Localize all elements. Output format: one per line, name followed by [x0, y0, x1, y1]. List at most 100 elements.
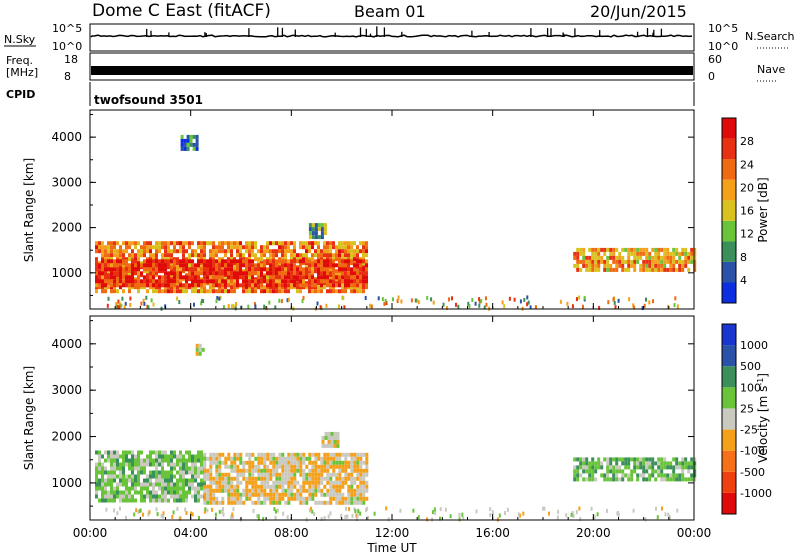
- data-cell: [639, 247, 643, 252]
- data-cell: [104, 267, 107, 272]
- data-cell: [362, 289, 365, 294]
- data-cell: [143, 241, 146, 246]
- data-cell: [317, 263, 320, 268]
- data-cell: [140, 470, 143, 475]
- data-cell: [347, 241, 350, 246]
- data-cell: [230, 464, 234, 469]
- data-cell: [323, 484, 327, 489]
- data-cell: [281, 464, 285, 469]
- data-cell: [636, 465, 640, 470]
- ground-scatter-speckle: [280, 299, 283, 304]
- data-cell: [272, 259, 275, 264]
- data-cell: [149, 253, 152, 258]
- data-cell: [173, 462, 176, 467]
- data-cell: [591, 469, 595, 474]
- data-cell: [645, 247, 649, 252]
- ground-scatter-speckle: [643, 303, 646, 308]
- data-cell: [657, 473, 661, 478]
- data-cell: [320, 283, 323, 288]
- data-cell: [125, 271, 128, 276]
- data-cell: [329, 245, 332, 250]
- data-cell: [311, 223, 315, 228]
- data-cell: [143, 482, 146, 487]
- data-cell: [236, 464, 240, 469]
- data-cell: [248, 476, 252, 481]
- data-cell: [287, 283, 290, 288]
- data-cell: [293, 460, 297, 465]
- data-cell: [224, 472, 228, 477]
- data-cell: [152, 498, 155, 503]
- data-cell: [95, 245, 98, 250]
- data-cell: [101, 263, 104, 268]
- data-cell: [110, 283, 113, 288]
- data-cell: [615, 473, 619, 478]
- ground-scatter-speckle: [138, 508, 141, 513]
- data-cell: [606, 267, 610, 272]
- data-cell: [290, 492, 294, 497]
- data-cell: [203, 275, 206, 280]
- data-cell: [263, 492, 267, 497]
- data-cell: [606, 465, 610, 470]
- data-cell: [314, 283, 317, 288]
- data-cell: [203, 484, 207, 489]
- ground-scatter-speckle: [357, 509, 360, 514]
- cpid-value: twofsound 3501: [94, 93, 203, 107]
- data-cell: [606, 477, 610, 482]
- data-cell: [269, 289, 272, 294]
- data-cell: [263, 496, 267, 501]
- data-cell: [266, 277, 269, 282]
- data-cell: [257, 267, 260, 272]
- data-cell: [164, 253, 167, 258]
- data-cell: [140, 261, 143, 266]
- data-cell: [263, 279, 266, 284]
- data-cell: [317, 456, 321, 461]
- colorbar-segment: [722, 118, 736, 139]
- data-cell: [197, 257, 200, 262]
- data-cell: [95, 271, 98, 276]
- data-cell: [669, 267, 673, 272]
- data-cell: [254, 241, 257, 246]
- data-cell: [359, 464, 363, 469]
- data-cell: [302, 241, 305, 246]
- data-cell: [200, 265, 203, 270]
- data-cell: [212, 289, 215, 294]
- data-cell: [188, 271, 191, 276]
- data-cell: [146, 478, 149, 483]
- data-cell: [194, 289, 197, 294]
- data-cell: [101, 253, 104, 258]
- ground-scatter-speckle: [439, 516, 441, 521]
- data-cell: [356, 488, 360, 493]
- data-cell: [176, 462, 179, 467]
- data-cell: [326, 259, 329, 264]
- data-cell: [323, 271, 326, 276]
- data-cell: [296, 468, 300, 473]
- data-cell: [116, 277, 119, 282]
- data-cell: [311, 289, 314, 294]
- data-cell: [290, 283, 293, 288]
- data-cell: [365, 468, 369, 473]
- data-cell: [185, 458, 188, 463]
- data-cell: [648, 461, 652, 466]
- ground-scatter-speckle: [176, 296, 179, 301]
- data-cell: [678, 477, 682, 482]
- data-cell: [140, 490, 143, 495]
- data-cell: [642, 263, 646, 268]
- data-cell: [362, 253, 365, 258]
- data-cell: [188, 450, 191, 455]
- data-cell: [693, 263, 697, 268]
- data-cell: [290, 460, 294, 465]
- data-cell: [170, 259, 173, 264]
- data-cell: [104, 450, 107, 455]
- data-cell: [320, 488, 324, 493]
- data-cell: [341, 253, 344, 258]
- data-cell: [218, 484, 222, 489]
- data-cell: [125, 245, 128, 250]
- data-cell: [350, 279, 353, 284]
- data-cell: [299, 464, 303, 469]
- data-cell: [218, 460, 222, 465]
- data-cell: [95, 470, 98, 475]
- data-cell: [576, 457, 580, 462]
- data-cell: [639, 251, 643, 256]
- colorbar-tick-label: 24: [740, 158, 754, 171]
- data-cell: [621, 255, 625, 260]
